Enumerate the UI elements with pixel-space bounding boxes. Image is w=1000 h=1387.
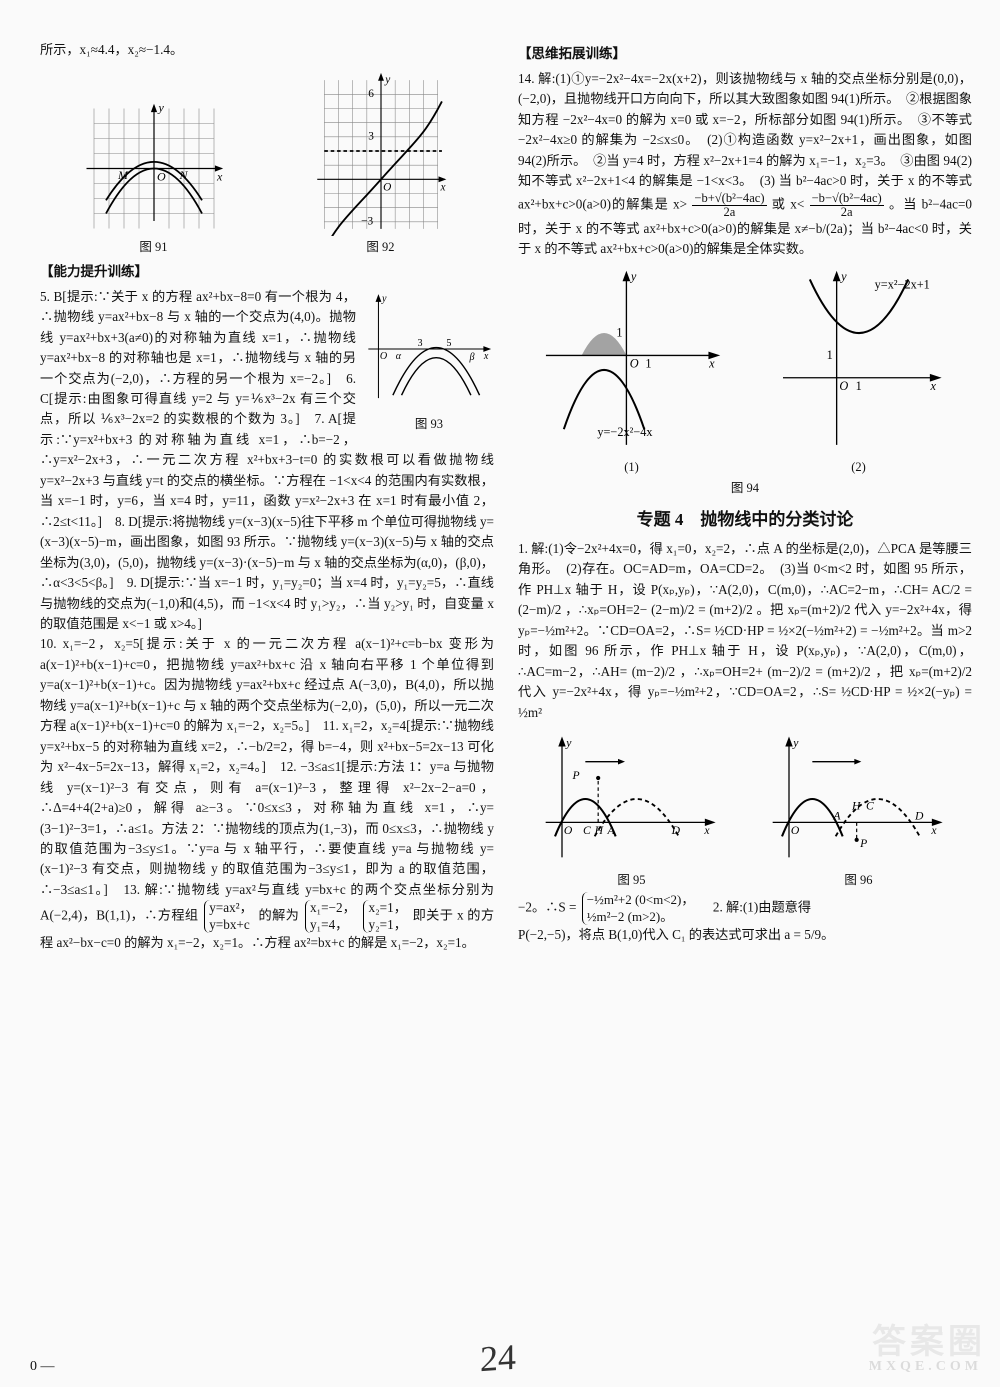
right-column: 【思维拓展训练】 14. 解:(1)①y=−2x²−4x=−2x(x+2)，则该… — [518, 40, 972, 1357]
svg-text:O: O — [563, 824, 572, 837]
fig95-96-row: O C H A D P x y 图 95 — [518, 729, 972, 890]
page-number: 0 — — [30, 1359, 55, 1375]
expand-heading: 【思维拓展训练】 — [518, 44, 972, 65]
fig91: M N O x y 图 91 — [79, 86, 229, 257]
frac-right-2: −b−√(b²−4ac) 2a — [810, 192, 884, 219]
left-column: 所示，x₁≈4.4，x₂≈−1.4。 — [40, 40, 494, 1357]
svg-text:x: x — [703, 824, 710, 837]
fig92: 6 3 −3 O x y 图 92 — [306, 66, 456, 257]
fig94-right: O 1 1 x y y=x²−2x+1 (2) — [759, 266, 959, 477]
fig95-caption: 图 95 — [532, 871, 732, 890]
svg-text:y=x²−2x+1: y=x²−2x+1 — [874, 277, 929, 291]
fig94-caption: 图 94 — [518, 479, 972, 498]
svg-text:y=−2x²−4x: y=−2x²−4x — [597, 425, 652, 439]
svg-text:D: D — [670, 824, 680, 837]
svg-text:y: y — [792, 737, 799, 750]
fig92-caption: 图 92 — [306, 238, 456, 257]
svg-text:α: α — [396, 351, 402, 362]
svg-text:1: 1 — [645, 357, 651, 371]
eq-group-2: x₁=−2， y₁=4， — [305, 900, 356, 933]
fig96-caption: 图 96 — [759, 871, 959, 890]
svg-text:x: x — [929, 379, 936, 393]
topic4-body: 1. 解:(1)令−2x²+4x=0，得 x₁=0，x₂=2，∴点 A 的坐标是… — [518, 539, 972, 723]
svg-text:H: H — [593, 824, 603, 837]
ability-heading: 【能力提升训练】 — [40, 262, 494, 283]
svg-text:1: 1 — [826, 348, 832, 362]
svg-text:O: O — [629, 357, 638, 371]
svg-text:x: x — [708, 357, 715, 371]
svg-text:3: 3 — [368, 131, 374, 143]
svg-text:O: O — [380, 351, 388, 362]
svg-text:M: M — [117, 168, 129, 182]
piecewise-brace: −½m²+2 (0<m<2)， ½m²−2 (m>2)。 — [582, 892, 695, 925]
body-14: 14. 解:(1)①y=−2x²−4x=−2x(x+2)，则该抛物线与 x 轴的… — [518, 69, 972, 260]
svg-text:y: y — [839, 269, 847, 283]
fig94-right-label: (2) — [759, 458, 959, 477]
after-piecewise: 2. 解:(1)由题意得 — [700, 900, 811, 915]
handwritten-number: 24 — [480, 1336, 516, 1381]
svg-text:N: N — [178, 168, 188, 182]
ability-body-2: 10. x₁=−2，x₂=5[提示:关于 x 的一元二次方程 a(x−1)²+c… — [40, 634, 494, 953]
piecewise-label: −2。∴S = — [518, 900, 576, 915]
svg-text:β: β — [468, 352, 475, 363]
svg-text:−3: −3 — [361, 216, 373, 228]
fig94-left-label: (1) — [532, 458, 732, 477]
svg-text:A: A — [606, 824, 615, 837]
ability-body-1: O α 3 5 β x y 图 93 5. B[提示:∵关于 x 的方程 ax²… — [40, 287, 494, 635]
eq-group-1: y=ax²， y=bx+c — [204, 900, 253, 933]
svg-text:O: O — [839, 379, 848, 393]
fig95: O C H A D P x y 图 95 — [532, 729, 732, 890]
svg-text:5: 5 — [446, 338, 451, 349]
fig91-caption: 图 91 — [79, 238, 229, 257]
svg-text:y: y — [381, 293, 387, 304]
svg-text:y: y — [157, 101, 164, 115]
eq-group-3: x₂=1， y₂=1， — [363, 900, 406, 933]
svg-text:x: x — [439, 182, 445, 194]
svg-text:C: C — [583, 824, 591, 837]
svg-text:O: O — [157, 170, 166, 184]
svg-text:D: D — [914, 810, 924, 823]
svg-text:O: O — [383, 182, 391, 194]
fig94-row: O 1 1 x y y=−2x²−4x (1) — [518, 266, 972, 477]
fig96: O A H C D P x y 图 96 — [759, 729, 959, 890]
or-text: 或 x< — [772, 196, 805, 211]
body-tail: P(−2,−5)，将点 B(1,0)代入 C₁ 的表达式可求出 a = 5/9。 — [518, 925, 972, 945]
svg-text:6: 6 — [368, 89, 374, 101]
svg-text:C: C — [866, 800, 874, 813]
between-1: 的解为 — [259, 908, 300, 923]
svg-text:x: x — [483, 351, 489, 362]
topic4-title: 专题 4 抛物线中的分类讨论 — [518, 507, 972, 533]
svg-text:1: 1 — [855, 379, 861, 393]
svg-text:H: H — [851, 800, 861, 813]
svg-text:x: x — [216, 170, 223, 184]
watermark: 答案圈 — [872, 1314, 986, 1363]
fig-row-91-92: M N O x y 图 91 — [40, 66, 494, 257]
top-line: 所示，x₁≈4.4，x₂≈−1.4。 — [40, 40, 494, 60]
svg-text:1: 1 — [616, 325, 622, 339]
svg-text:P: P — [571, 769, 579, 782]
fig94-left: O 1 1 x y y=−2x²−4x (1) — [532, 266, 732, 477]
svg-text:y: y — [628, 269, 636, 283]
piecewise-row: −2。∴S = −½m²+2 (0<m<2)， ½m²−2 (m>2)。 2. … — [518, 892, 972, 925]
svg-text:y: y — [565, 737, 572, 750]
fig93: O α 3 5 β x y 图 93 — [364, 289, 494, 435]
ability-text-2: 10. x₁=−2，x₂=5[提示:关于 x 的一元二次方程 a(x−1)²+c… — [40, 636, 494, 922]
svg-text:A: A — [832, 810, 841, 823]
svg-text:x: x — [930, 824, 937, 837]
svg-text:O: O — [790, 824, 799, 837]
watermark-sub: MXQE.COM — [869, 1359, 982, 1375]
svg-text:y: y — [384, 74, 391, 86]
frac-right-1: −b+√(b²−4ac) 2a — [692, 192, 766, 219]
fig93-caption: 图 93 — [364, 415, 494, 434]
svg-text:P: P — [859, 837, 867, 850]
svg-text:3: 3 — [417, 338, 422, 349]
